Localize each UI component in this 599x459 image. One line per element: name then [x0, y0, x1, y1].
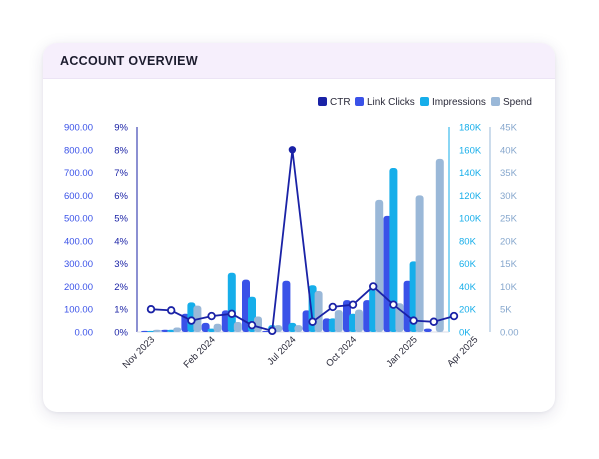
y-tick-label-impressions: 100K	[459, 214, 482, 225]
y-tick-label-ctr: 2%	[114, 282, 128, 293]
account-overview-chart: 900.00 800.00 700.00 600.00 500.00 400.00 300.…	[64, 97, 532, 371]
bar-spend	[153, 329, 161, 332]
bar-link-clicks	[201, 322, 210, 332]
y-tick-label-ctr: 4%	[114, 236, 128, 247]
x-tick-label: Apr 2025	[445, 334, 480, 369]
y-tick-label-spend_usd: 500.00	[64, 214, 93, 225]
y-tick-label-impressions: 60K	[459, 259, 477, 270]
legend-label-ctr: CTR	[330, 97, 351, 108]
ctr-point	[389, 300, 398, 309]
y-tick-label-spend_usd: 700.00	[64, 168, 93, 179]
bar-spend	[355, 309, 363, 332]
y-tick-label-impressions: 160K	[459, 145, 482, 156]
bar-spend	[314, 291, 323, 332]
legend-swatch-spend	[491, 97, 500, 106]
bar-impressions	[389, 168, 398, 332]
y-tick-label-spend_usd: 800.00	[64, 145, 93, 156]
bar-impressions	[167, 329, 176, 332]
y-tick-label-impressions: 180K	[459, 123, 482, 134]
bar-spend	[375, 199, 384, 332]
y-tick-label-spend: 15K	[500, 259, 518, 270]
ctr-point	[166, 306, 176, 315]
y-tick-label-spend_usd: 300.00	[64, 259, 93, 270]
y-tick-label-ctr: 9%	[114, 123, 128, 134]
y-tick-label-spend_usd: 400.00	[64, 236, 93, 247]
legend-swatch-link-clicks	[355, 97, 364, 106]
bar-spend	[213, 323, 222, 332]
ctr-point	[187, 316, 196, 325]
ctr-point	[288, 146, 297, 154]
account-overview-card: ACCOUNT OVERVIEW 900.00 800.00 700.00 600.0…	[43, 43, 555, 412]
ctr-point	[247, 320, 257, 330]
y-tick-label-spend_usd: 900.00	[64, 123, 93, 134]
y-tick-label-spend: 45K	[500, 123, 518, 134]
bar-link-clicks	[141, 330, 149, 332]
x-tick-label: Oct 2024	[324, 334, 359, 369]
bar-impressions	[147, 330, 155, 332]
legend-swatch-ctr	[318, 97, 327, 106]
y-tick-label-impressions: 80K	[459, 236, 477, 247]
x-tick-label: Nov 2023	[121, 334, 158, 371]
y-tick-label-spend_usd: 600.00	[64, 191, 93, 202]
ctr-point	[328, 302, 337, 312]
y-tick-label-impressions: 120K	[459, 191, 482, 202]
y-tick-label-ctr: 8%	[114, 145, 128, 156]
bar-spend	[435, 158, 444, 332]
y-tick-label-impressions: 20K	[459, 305, 477, 316]
legend-label-spend: Spend	[503, 97, 532, 108]
ctr-point	[409, 316, 418, 325]
x-tick-label: Jul 2024	[265, 334, 298, 367]
ctr-point	[267, 326, 277, 336]
ctr-point	[227, 309, 236, 318]
ctr-point	[348, 300, 358, 309]
bar-spend	[334, 310, 343, 332]
card-header: ACCOUNT OVERVIEW	[43, 43, 555, 79]
ctr-point	[429, 317, 438, 326]
bar-spend	[415, 195, 424, 332]
ctr-point	[449, 311, 459, 321]
legend-label-impressions: Impressions	[432, 97, 486, 108]
bar-link-clicks	[282, 280, 291, 332]
y-tick-label-spend: 5K	[500, 305, 512, 316]
bar-spend	[233, 321, 242, 332]
ctr-line	[150, 148, 455, 332]
y-tick-label-spend: 35K	[500, 168, 518, 179]
bar-link-clicks	[423, 328, 432, 332]
bar-link-clicks	[161, 329, 170, 332]
y-tick-label-spend_usd: 100.00	[64, 305, 93, 316]
x-tick-label: Jan 2025	[384, 334, 419, 369]
bar-impressions	[207, 328, 216, 332]
y-tick-label-ctr: 0%	[114, 328, 128, 339]
y-tick-label-ctr: 6%	[114, 191, 128, 202]
ctr-point	[369, 282, 378, 291]
y-tick-label-spend: 30K	[500, 191, 518, 202]
y-tick-label-spend: 20K	[500, 236, 518, 247]
x-tick-label: Feb 2024	[182, 334, 218, 370]
ctr-point	[308, 317, 317, 326]
y-tick-label-spend: 25K	[500, 214, 518, 225]
bar-spend	[173, 327, 182, 332]
y-tick-label-spend: 10K	[500, 282, 518, 293]
y-tick-label-spend: 0.00	[500, 328, 519, 339]
y-tick-label-spend: 40K	[500, 145, 518, 156]
y-tick-label-spend_usd: 0.00	[75, 328, 94, 339]
ctr-point	[207, 311, 216, 321]
y-tick-label-ctr: 5%	[114, 214, 128, 225]
y-tick-label-ctr: 3%	[114, 259, 128, 270]
y-tick-label-ctr: 7%	[114, 168, 128, 179]
y-tick-label-spend_usd: 200.00	[64, 282, 93, 293]
bar-spend	[294, 325, 303, 332]
bar-impressions	[288, 322, 297, 332]
y-tick-label-impressions: 40K	[459, 282, 477, 293]
legend-swatch-impressions	[420, 97, 429, 106]
card-title: ACCOUNT OVERVIEW	[60, 53, 198, 68]
y-tick-label-impressions: 0K	[459, 328, 471, 339]
legend-label-link-clicks: Link Clicks	[367, 97, 415, 108]
y-tick-label-impressions: 140K	[459, 168, 482, 179]
y-tick-label-ctr: 1%	[114, 305, 128, 316]
ctr-point	[146, 305, 156, 314]
